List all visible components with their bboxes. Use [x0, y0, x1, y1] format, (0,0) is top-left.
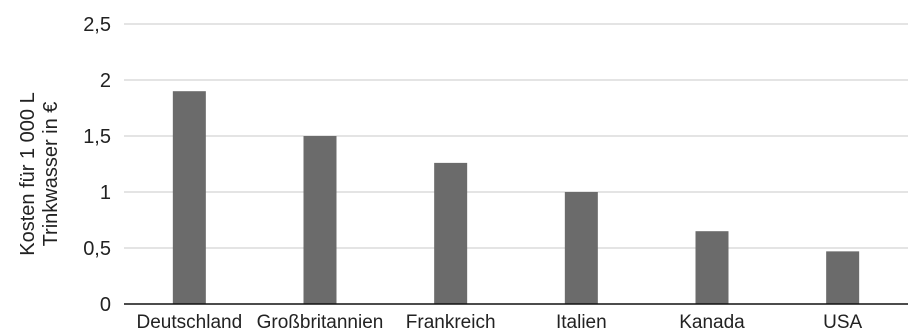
- x-category-label: Frankreich: [406, 312, 496, 333]
- x-category-label: Deutschland: [137, 312, 243, 333]
- y-tick-label: 1,5: [83, 126, 111, 148]
- x-category-labels: Deutschland Großbritannien Frankreich Itali…: [137, 312, 863, 333]
- bar: [303, 136, 337, 304]
- bar: [434, 162, 468, 304]
- bar: [564, 192, 598, 304]
- bar: [172, 91, 206, 304]
- y-tick-labels: 0 0,5 1 1,5 2 2,5: [83, 14, 111, 316]
- y-axis-title-line-1: Kosten für 1 000 L: [17, 92, 39, 255]
- x-category-label: Großbritannien: [257, 312, 384, 333]
- y-tick-label: 2,5: [83, 14, 111, 36]
- y-axis-title-line-2: Trinkwasser in €: [40, 102, 62, 247]
- bar: [695, 231, 729, 304]
- y-tick-label: 0: [100, 294, 111, 316]
- gridlines: [124, 23, 908, 249]
- bar: [826, 251, 860, 304]
- x-category-label: Kanada: [679, 312, 745, 333]
- bars-group: [172, 91, 860, 304]
- x-category-label: USA: [823, 312, 862, 333]
- x-category-label: Italien: [556, 312, 607, 333]
- y-tick-label: 1: [100, 182, 111, 204]
- y-tick-label: 2: [100, 70, 111, 92]
- y-tick-label: 0,5: [83, 238, 111, 260]
